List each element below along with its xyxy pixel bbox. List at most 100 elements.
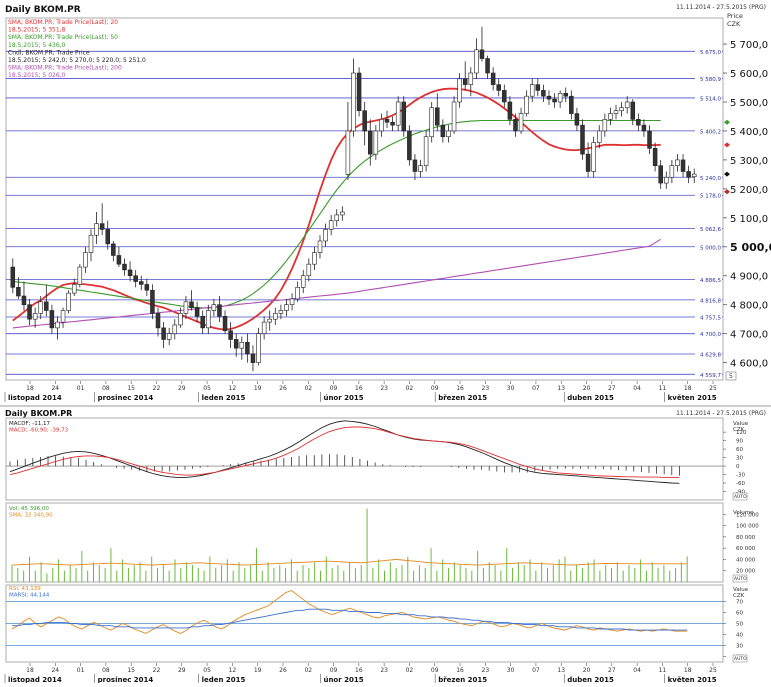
- candle: [222, 310, 228, 334]
- candle-body: [295, 287, 300, 300]
- candle: [200, 310, 205, 334]
- candle-body: [306, 263, 312, 277]
- bottom-xaxis-day-label: 18: [684, 667, 692, 674]
- candle: [317, 235, 323, 259]
- bottom-xaxis-day-label: 07: [532, 667, 540, 674]
- candle-body: [172, 324, 178, 334]
- candle-body: [680, 159, 686, 172]
- candle-body: [189, 301, 194, 308]
- main-xaxis-day-label: 16: [456, 385, 464, 392]
- main-legend-entry: 18.5.2015; 5 351,8: [8, 27, 66, 34]
- candle: [345, 101, 351, 181]
- candle-body: [446, 130, 451, 138]
- price-tick-label: 5 400,0: [730, 127, 768, 138]
- candle-body: [630, 101, 636, 120]
- bottom-xaxis-month-label: prosinec 2014: [98, 676, 154, 683]
- macd-tick-label: 120: [736, 430, 747, 436]
- candle-body: [323, 229, 328, 242]
- main-xaxis-day-label: 25: [709, 385, 717, 392]
- candle-body: [183, 301, 189, 314]
- level-label-bg: [695, 74, 722, 83]
- candle-body: [552, 98, 557, 103]
- candle: [261, 316, 267, 340]
- main-xaxis-month-label: únor 2015: [323, 394, 363, 402]
- candle-body: [613, 110, 619, 114]
- candle: [652, 142, 658, 172]
- main-xaxis-day-label: 13: [557, 385, 565, 392]
- candle: [32, 307, 38, 328]
- candle-body: [71, 284, 77, 294]
- candle: [535, 78, 541, 97]
- candle-body: [591, 142, 596, 172]
- level-label: 4 629,8: [700, 352, 721, 358]
- candle: [518, 107, 524, 134]
- candle: [569, 90, 574, 120]
- candle: [552, 93, 557, 108]
- macd-tick-label: 0: [736, 464, 740, 470]
- candle-body: [474, 49, 479, 74]
- main-xaxis-day-label: 23: [482, 385, 490, 392]
- candle-body: [88, 234, 94, 253]
- candle-body: [312, 252, 317, 265]
- rsi-corner-box: [732, 654, 748, 663]
- candle: [686, 165, 691, 184]
- candle: [412, 154, 418, 181]
- candle: [658, 159, 663, 189]
- main-xaxis-day-label: 23: [380, 385, 388, 392]
- candle-body: [228, 330, 233, 340]
- candle: [407, 125, 412, 166]
- candle: [250, 345, 256, 372]
- candle-body: [328, 220, 334, 230]
- price-tick-label: 4 900,0: [730, 272, 768, 283]
- candle: [256, 327, 261, 366]
- candle: [211, 298, 217, 317]
- level-label: 5 240,0: [700, 176, 721, 182]
- candle-body: [206, 310, 211, 329]
- candle-body: [300, 275, 306, 288]
- candle: [122, 258, 127, 276]
- candle-body: [16, 287, 21, 297]
- main-xaxis-day-label: 07: [532, 385, 540, 392]
- candle: [328, 214, 334, 236]
- rsi-line: [11, 589, 688, 634]
- candle-body: [368, 130, 373, 155]
- candle: [546, 90, 552, 105]
- candle: [111, 240, 116, 262]
- candle: [150, 284, 155, 320]
- candle-body: [580, 124, 585, 155]
- candle: [77, 264, 83, 288]
- candle: [502, 84, 507, 108]
- candle: [27, 298, 32, 325]
- main-xaxis-month-label: duben 2015: [567, 394, 614, 402]
- candle: [340, 206, 345, 221]
- level-label: 5 062,6: [700, 227, 721, 233]
- candle-body: [485, 58, 490, 74]
- main-xaxis-day-label: 18: [684, 385, 692, 392]
- level-label: 4 757,5: [700, 316, 721, 322]
- level-label: 4 700,0: [700, 332, 721, 338]
- candle: [99, 203, 105, 236]
- main-xaxis-day-label: 01: [77, 385, 85, 392]
- candle: [379, 113, 384, 137]
- level-label-bg: [695, 126, 722, 135]
- candle: [368, 119, 373, 166]
- candle-body: [38, 301, 43, 314]
- candle-body: [66, 292, 71, 311]
- candle-body: [440, 124, 446, 138]
- candle: [474, 38, 479, 79]
- main-xaxis-day-label: 26: [279, 385, 287, 392]
- level-label-bg: [695, 191, 722, 200]
- candle: [189, 290, 194, 311]
- candle: [127, 261, 133, 282]
- candle: [284, 298, 289, 317]
- price-tick-label: 4 600,0: [730, 359, 768, 370]
- candle-body: [395, 101, 401, 126]
- candle-body: [105, 229, 110, 245]
- main-xaxis-day-label: 22: [153, 385, 161, 392]
- sma-line: [12, 119, 661, 309]
- price-marker: [724, 119, 730, 125]
- candle: [490, 67, 496, 91]
- level-label-bg: [695, 329, 722, 338]
- candle-body: [178, 313, 183, 326]
